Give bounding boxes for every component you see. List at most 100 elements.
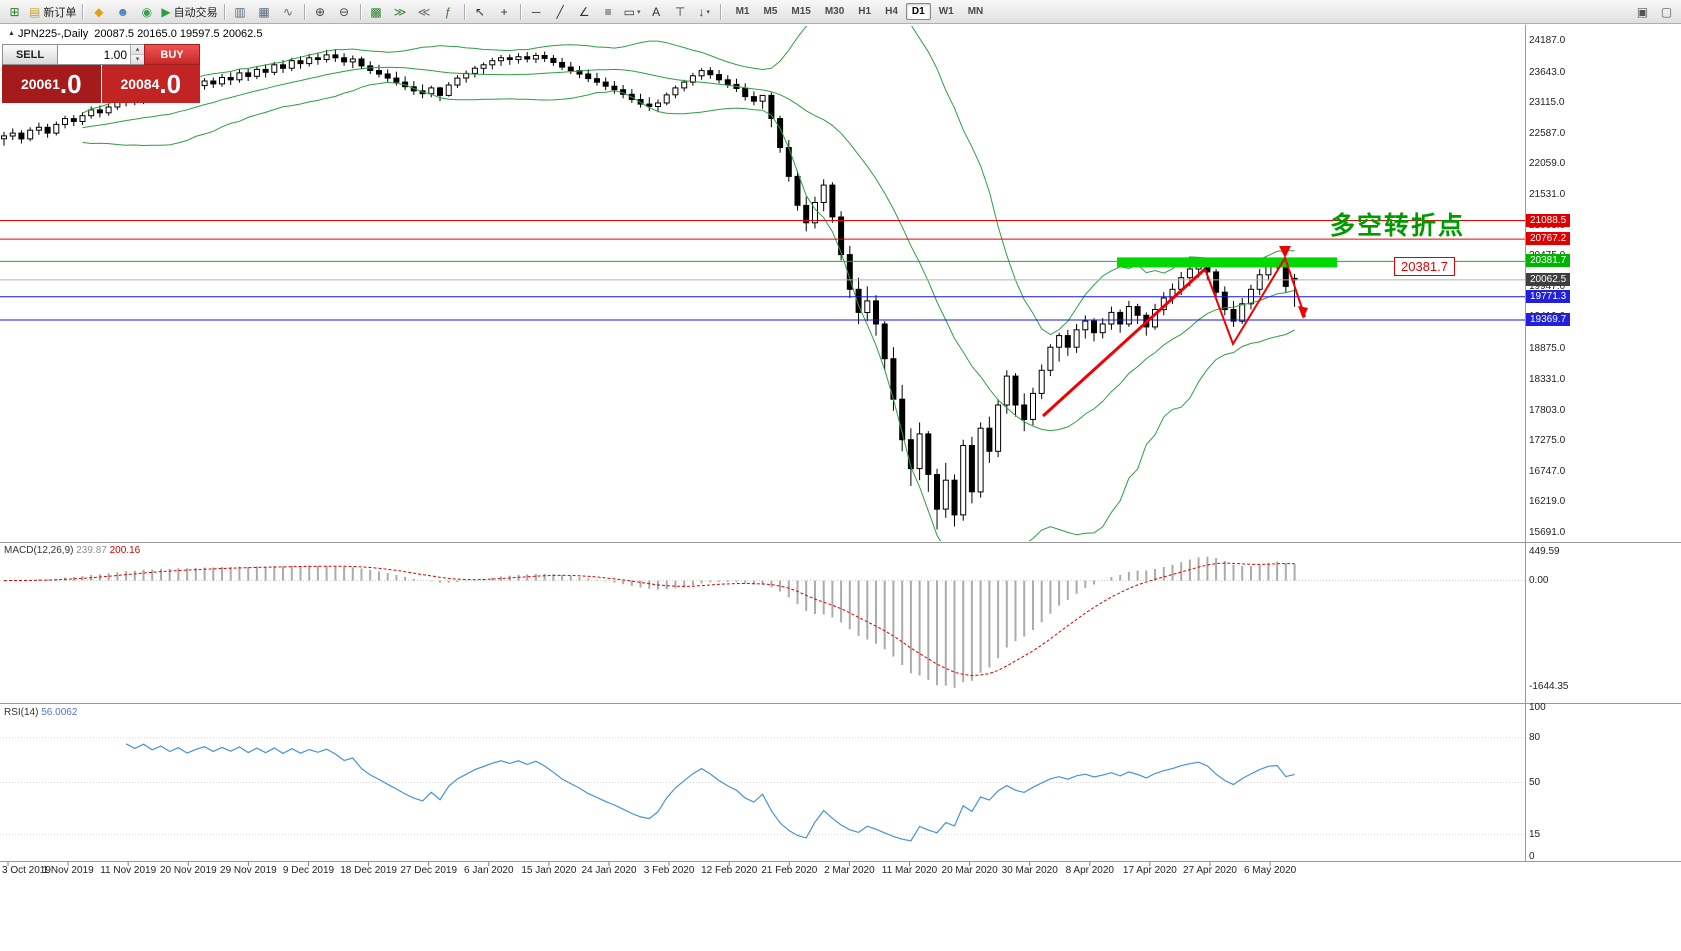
macd-signal-value: 200.16 xyxy=(109,545,141,556)
market-icon[interactable]: ◆ xyxy=(87,2,110,21)
cursor-icon[interactable]: ↖ xyxy=(469,2,492,21)
auto-scroll-icon: ≫ xyxy=(393,4,407,19)
volume-down-icon[interactable]: ▾ xyxy=(131,55,144,64)
arrows-icon[interactable]: ↓ ▾ xyxy=(693,2,716,21)
channel-icon[interactable]: ∠ xyxy=(573,2,596,21)
toolbar-separator xyxy=(359,3,361,20)
label-icon[interactable]: ⊤ xyxy=(669,2,692,21)
community-icon: ◉ xyxy=(141,4,153,19)
volume-stepper: ▴ ▾ xyxy=(130,45,144,64)
new-order-button: ▤ xyxy=(29,4,41,19)
expand-panel-icon[interactable]: ▢ xyxy=(1655,2,1678,21)
macd-indicator-label: MACD(12,26,9) 239.87 200.16 xyxy=(4,545,140,556)
dock-panel-icon: ▣ xyxy=(1636,4,1649,19)
label-icon: ⊤ xyxy=(674,4,686,19)
new-chart-icon[interactable]: ⊞ xyxy=(3,2,26,21)
rsi-value: 56.0062 xyxy=(41,707,78,718)
rsi-line xyxy=(125,743,1295,842)
rsi-indicator-label: RSI(14) 56.0062 xyxy=(4,707,77,718)
ohlc-values: 20087.5 20165.0 19597.5 20062.5 xyxy=(94,28,263,40)
main-price-pane[interactable] xyxy=(0,4,1525,587)
zoom-in-icon: ⊕ xyxy=(315,4,326,19)
volume-up-icon[interactable]: ▴ xyxy=(131,45,144,55)
candlestick-chart-icon[interactable]: ▦ xyxy=(253,2,276,21)
indicators-icon: ƒ xyxy=(444,4,452,19)
line-chart-icon: ∿ xyxy=(283,4,294,19)
rsi-name: RSI(14) xyxy=(4,707,39,718)
zoom-out-icon[interactable]: ⊖ xyxy=(333,2,356,21)
text-icon[interactable]: A xyxy=(645,2,668,21)
auto-trading-button: ▶ xyxy=(161,4,171,19)
candlestick-chart-icon: ▦ xyxy=(258,4,270,19)
timeframe-w1[interactable]: W1 xyxy=(938,6,954,17)
rsi-pane[interactable] xyxy=(0,737,1525,842)
timeframe-h1[interactable]: H1 xyxy=(858,6,872,17)
timeframe-d1[interactable]: D1 xyxy=(905,3,931,20)
buy-price-main: 20084 xyxy=(120,76,160,92)
macd-pane[interactable] xyxy=(0,556,1525,688)
trendline-icon: ╱ xyxy=(556,4,564,19)
new-order-button-label: 新订单 xyxy=(43,6,77,19)
turning-point-annotation[interactable]: 多空转折点 xyxy=(1330,212,1466,240)
auto-trading-button[interactable]: ▶ 自动交易 xyxy=(159,2,219,21)
timeframe-m30[interactable]: M30 xyxy=(824,6,845,17)
fibonacci-icon: ≡ xyxy=(604,4,612,19)
timeframe-mn[interactable]: MN xyxy=(967,6,984,17)
sell-price-main: 20061 xyxy=(20,76,60,92)
fibonacci-icon[interactable]: ≡ xyxy=(597,2,620,21)
shapes-icon[interactable]: ▭ ▾ xyxy=(621,2,644,21)
toolbar-separator xyxy=(82,3,84,20)
sell-price[interactable]: 20061.0 xyxy=(2,65,101,103)
volume-field[interactable]: 1.00 ▴ ▾ xyxy=(58,44,144,65)
tile-windows-icon: ▩ xyxy=(370,4,382,19)
collapse-triangle-icon[interactable]: ▲ xyxy=(8,30,15,37)
profile-icon: ☻ xyxy=(116,4,130,19)
horizontal-line-icon[interactable]: ─ xyxy=(525,2,548,21)
green-band-annotation[interactable] xyxy=(1117,257,1337,268)
arrows-icon-caret[interactable]: ▾ xyxy=(706,8,710,16)
toolbar: ⊞ ▤ 新订单 ◆ ☻ ◉ ▶ 自动交易 ▥ ▦ ∿ ⊕ ⊖ ▩ ≫ ≪ ƒ ↖ + ─ ╱ ∠ ≡ ▭ ▾ A ⊤ ↓ ▾ M1 M5 M1… xyxy=(0,0,1681,24)
sell-price-pip: .0 xyxy=(59,69,82,99)
volume-value[interactable]: 1.00 xyxy=(103,47,127,62)
chart-shift-icon[interactable]: ≪ xyxy=(413,2,436,21)
new-order-button[interactable]: ▤ 新订单 xyxy=(27,2,78,21)
macd-signal-line xyxy=(3,562,1295,677)
auto-scroll-icon[interactable]: ≫ xyxy=(389,2,412,21)
indicators-icon[interactable]: ƒ xyxy=(437,2,460,21)
buy-button[interactable]: BUY xyxy=(144,44,200,65)
bar-chart-icon: ▥ xyxy=(234,4,246,19)
crosshair-icon: + xyxy=(500,4,508,19)
zoom-in-icon[interactable]: ⊕ xyxy=(309,2,332,21)
trend-line-main[interactable] xyxy=(1041,267,1207,418)
crosshair-icon[interactable]: + xyxy=(493,2,516,21)
buy-price[interactable]: 20084.0 xyxy=(101,65,200,103)
trend-arrowhead-icon xyxy=(1298,306,1308,319)
trendline-icon[interactable]: ╱ xyxy=(549,2,572,21)
macd-value: 239.87 xyxy=(76,545,107,556)
timeframe-m1[interactable]: M1 xyxy=(735,6,750,17)
community-icon[interactable]: ◉ xyxy=(135,2,158,21)
timeframe-m5[interactable]: M5 xyxy=(763,6,778,17)
text-icon: A xyxy=(652,4,661,19)
timeframe-m15[interactable]: M15 xyxy=(791,6,811,17)
trend-zigzag[interactable] xyxy=(1204,255,1306,347)
line-chart-icon[interactable]: ∿ xyxy=(277,2,300,21)
toolbar-separator xyxy=(303,3,305,20)
tile-windows-icon[interactable]: ▩ xyxy=(365,2,388,21)
cursor-icon: ↖ xyxy=(475,4,486,19)
profile-icon[interactable]: ☻ xyxy=(111,2,134,21)
timeframe-h4[interactable]: H4 xyxy=(885,6,898,17)
chart-shift-icon: ≪ xyxy=(417,4,431,19)
bar-chart-icon[interactable]: ▥ xyxy=(229,2,252,21)
bollinger-upper-line xyxy=(82,26,1295,336)
price-tag-label[interactable]: 20381.7 xyxy=(1394,257,1455,276)
one-click-trading-panel: SELL 1.00 ▴ ▾ BUY 20061.0 20084.0 xyxy=(2,44,200,103)
arrows-icon: ↓ xyxy=(698,4,705,19)
channel-icon: ∠ xyxy=(578,4,590,19)
auto-trading-button-label: 自动交易 xyxy=(173,6,218,19)
dock-panel-icon[interactable]: ▣ xyxy=(1631,2,1654,21)
candles-layer xyxy=(1,49,1298,530)
sell-button[interactable]: SELL xyxy=(2,44,58,65)
shapes-icon-caret[interactable]: ▾ xyxy=(636,8,641,16)
